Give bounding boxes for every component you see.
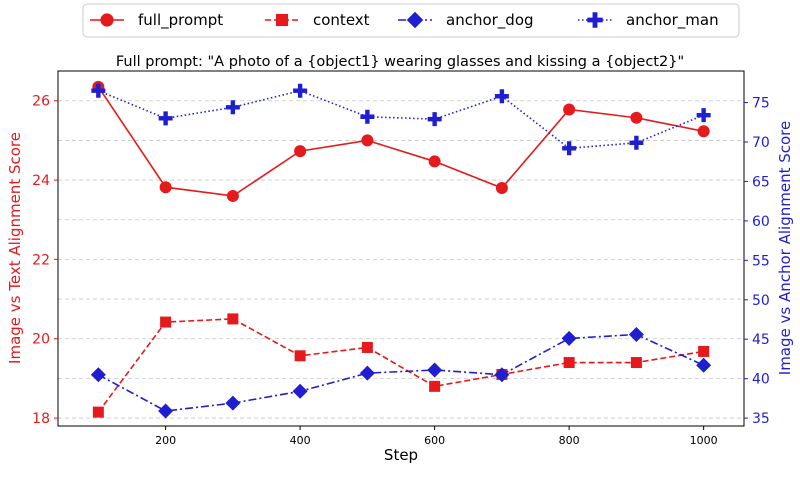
data-point xyxy=(227,313,239,325)
data-point xyxy=(562,141,577,156)
data-point xyxy=(158,403,174,419)
data-point xyxy=(361,134,374,147)
x-axis: 200 400 600 800 1000 xyxy=(155,426,718,447)
legend-marker xyxy=(406,11,424,29)
series-anchor-dog xyxy=(90,326,712,419)
legend-label: anchor_man xyxy=(626,11,719,30)
x-tick-label: 1000 xyxy=(690,434,718,447)
x-tick-label: 600 xyxy=(424,434,445,447)
y-left-tick-label: 18 xyxy=(32,411,50,427)
data-point xyxy=(158,111,173,126)
data-point xyxy=(226,189,239,202)
grid xyxy=(58,100,744,419)
data-point xyxy=(697,125,710,138)
y-left-tick-label: 20 xyxy=(32,332,50,348)
y-right-tick-label: 70 xyxy=(752,135,770,151)
y-right-tick-label: 55 xyxy=(752,253,770,269)
legend-label: full_prompt xyxy=(138,11,223,30)
data-point xyxy=(628,326,644,342)
legend-item-context: context xyxy=(265,11,370,29)
legend-label: anchor_dog xyxy=(446,11,534,30)
y-right-tick-label: 65 xyxy=(752,174,770,190)
x-axis-label: Step xyxy=(384,446,418,464)
data-point xyxy=(494,89,509,104)
legend-item-anchor-man: anchor_man xyxy=(578,11,719,30)
y-right-tick-label: 75 xyxy=(752,96,770,112)
data-point xyxy=(427,112,442,127)
x-tick-label: 200 xyxy=(155,434,176,447)
data-point xyxy=(160,316,172,328)
data-point xyxy=(90,367,106,383)
data-point xyxy=(561,330,577,346)
legend-marker xyxy=(100,13,114,27)
data-point xyxy=(563,103,576,116)
legend-marker xyxy=(587,12,603,28)
data-point xyxy=(294,145,307,158)
y-axis-right: 35 40 45 50 55 60 65 70 75 xyxy=(744,96,770,427)
y-right-tick-label: 50 xyxy=(752,293,770,309)
data-point xyxy=(361,341,373,353)
x-tick-label: 800 xyxy=(559,434,580,447)
data-point xyxy=(629,135,644,150)
series-anchor-man xyxy=(91,83,711,156)
y-right-tick-label: 45 xyxy=(752,332,770,348)
data-point xyxy=(696,108,711,123)
legend-label: context xyxy=(313,11,370,29)
series-line xyxy=(97,318,704,413)
y-right-tick-label: 40 xyxy=(752,372,770,388)
data-point xyxy=(630,111,643,124)
data-point xyxy=(225,100,240,115)
data-point xyxy=(630,357,642,369)
data-point xyxy=(92,406,104,418)
y-left-tick-label: 26 xyxy=(32,94,50,110)
x-tick-label: 400 xyxy=(290,434,311,447)
y-axis-right-label: Image vs Anchor Alignment Score xyxy=(776,121,794,375)
data-point xyxy=(696,357,712,373)
data-point xyxy=(494,367,510,383)
data-point xyxy=(429,380,441,392)
legend-item-full-prompt: full_prompt xyxy=(90,11,223,30)
y-right-tick-label: 35 xyxy=(752,411,770,427)
y-left-tick-label: 24 xyxy=(32,173,50,189)
data-point xyxy=(360,109,375,124)
series-line xyxy=(97,86,704,197)
data-point xyxy=(563,357,575,369)
data-point xyxy=(294,350,306,362)
data-point xyxy=(292,383,308,399)
series-context xyxy=(92,313,710,418)
plot-frame xyxy=(57,70,745,427)
legend-item-anchor-dog: anchor_dog xyxy=(398,11,534,30)
y-axis-left: 18 20 22 24 26 xyxy=(32,94,58,427)
legend-marker xyxy=(275,13,289,27)
plot-series xyxy=(90,80,712,419)
series-full-prompt xyxy=(92,80,710,202)
y-left-tick-label: 22 xyxy=(32,252,50,268)
series-line xyxy=(98,89,704,150)
data-point xyxy=(495,182,508,195)
legend: full_prompt context anchor_dog anchor_man xyxy=(82,3,740,38)
series-line xyxy=(97,333,704,412)
data-point xyxy=(428,155,441,168)
data-point xyxy=(91,83,106,98)
y-right-tick-label: 60 xyxy=(752,214,770,230)
data-point xyxy=(225,395,241,411)
data-point xyxy=(359,365,375,381)
data-point xyxy=(293,83,308,98)
chart-title: Full prompt: "A photo of a {object1} wea… xyxy=(116,54,684,70)
y-axis-left-label: Image vs Text Alignment Score xyxy=(6,132,24,364)
data-point xyxy=(159,181,172,194)
data-point xyxy=(427,362,443,378)
data-point xyxy=(698,345,710,357)
